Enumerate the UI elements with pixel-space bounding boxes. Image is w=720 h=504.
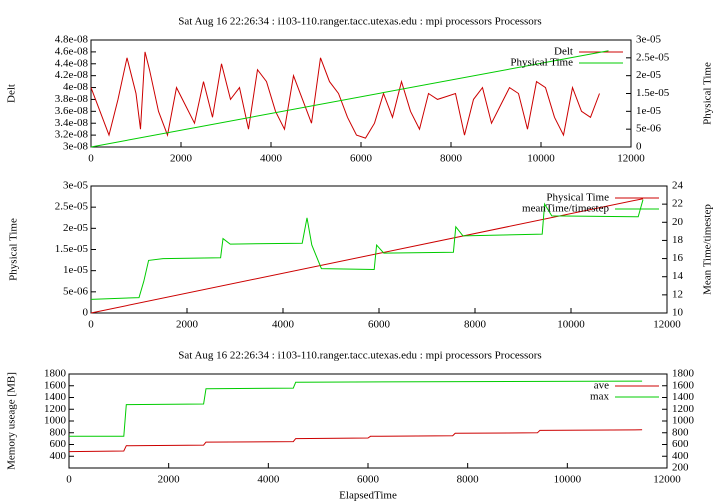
y2-tick-label: 1.5e-05 xyxy=(636,87,670,99)
y-tick-label: 3.6e-08 xyxy=(55,105,89,117)
y-tick-label: 1400 xyxy=(44,391,67,403)
y2-tick-label: 18 xyxy=(672,234,684,246)
y2-tick-label: 0 xyxy=(636,141,642,153)
y-axis-label: Delt xyxy=(6,84,18,103)
x-tick-label: 2000 xyxy=(170,153,193,165)
y-tick-label: 400 xyxy=(50,450,67,462)
x-tick-label: 2000 xyxy=(158,474,181,486)
chart-title: Sat Aug 16 22:26:34 : i103-110.ranger.ta… xyxy=(178,16,541,28)
x-tick-label: 4000 xyxy=(257,474,280,486)
y2-tick-label: 1600 xyxy=(672,379,695,391)
legend-label: Delt xyxy=(554,46,573,58)
legend-label: Physical Time xyxy=(546,192,609,204)
y-tick-label: 4.4e-08 xyxy=(55,57,89,69)
x-tick-label: 12000 xyxy=(617,153,645,165)
y-tick-label: 3e-08 xyxy=(63,141,89,153)
y-tick-label: 1800 xyxy=(44,368,67,380)
y2-tick-label: 22 xyxy=(672,198,683,210)
x-tick-label: 12000 xyxy=(653,319,681,331)
y-tick-label: 3.8e-08 xyxy=(55,93,89,105)
x-tick-label: 2000 xyxy=(176,319,199,331)
x-tick-label: 4000 xyxy=(272,319,295,331)
x-axis-label: ElapsedTime xyxy=(339,490,397,502)
plot-frame xyxy=(68,373,668,469)
y2-tick-label: 400 xyxy=(672,450,689,462)
y-tick-label: 1e-05 xyxy=(63,264,89,276)
series-line xyxy=(90,198,644,314)
legend-label: max xyxy=(590,391,609,403)
y-tick-label: 3e-05 xyxy=(63,180,89,192)
y2-tick-label: 1800 xyxy=(672,368,695,380)
x-tick-label: 12000 xyxy=(653,474,681,486)
y-tick-label: 0 xyxy=(83,307,89,319)
y2-tick-label: 2e-05 xyxy=(636,69,662,81)
y2-tick-label: 3e-05 xyxy=(636,34,662,46)
y-tick-label: 1.5e-05 xyxy=(55,243,89,255)
y-tick-label: 4.2e-08 xyxy=(55,69,89,81)
y-tick-label: 3.2e-08 xyxy=(55,129,89,141)
y2-tick-label: 14 xyxy=(672,270,684,282)
legend-label: Physical Time xyxy=(510,57,573,69)
y-axis-label: Memory useage [MB] xyxy=(6,372,18,470)
series-line xyxy=(69,380,643,437)
x-tick-label: 10000 xyxy=(557,319,585,331)
y2-tick-label: 1000 xyxy=(672,415,695,427)
y2-axis-label: Physical Time xyxy=(702,62,714,125)
y2-tick-label: 10 xyxy=(672,307,684,319)
y2-tick-label: 600 xyxy=(672,438,689,450)
x-tick-label: 6000 xyxy=(368,319,391,331)
y-tick-label: 1200 xyxy=(44,403,67,415)
x-tick-label: 0 xyxy=(66,474,72,486)
legend-label: ave xyxy=(594,380,609,392)
y2-tick-label: 24 xyxy=(672,180,684,192)
x-tick-label: 6000 xyxy=(350,153,373,165)
series-line xyxy=(90,199,644,300)
series-line xyxy=(90,51,600,139)
x-tick-label: 0 xyxy=(88,319,94,331)
y2-tick-label: 800 xyxy=(672,426,689,438)
y2-tick-label: 1200 xyxy=(672,403,695,415)
y2-tick-label: 20 xyxy=(672,216,684,228)
y2-tick-label: 12 xyxy=(672,288,683,300)
x-tick-label: 4000 xyxy=(260,153,283,165)
y-tick-label: 4.8e-08 xyxy=(55,34,89,46)
x-tick-label: 8000 xyxy=(464,319,487,331)
x-tick-label: 6000 xyxy=(357,474,380,486)
x-tick-label: 8000 xyxy=(440,153,463,165)
y2-tick-label: 5e-06 xyxy=(636,123,662,135)
x-tick-label: 10000 xyxy=(527,153,555,165)
y-tick-label: 800 xyxy=(50,426,67,438)
x-tick-label: 8000 xyxy=(457,474,480,486)
y-axis-label: Physical Time xyxy=(8,218,20,281)
y2-axis-label: Mean Time/timestep xyxy=(702,204,714,295)
y2-tick-label: 1e-05 xyxy=(636,105,662,117)
y2-tick-label: 1400 xyxy=(672,391,695,403)
chart-title: Sat Aug 16 22:26:34 : i103-110.ranger.ta… xyxy=(178,350,541,362)
y2-tick-label: 2.5e-05 xyxy=(636,51,670,63)
y-tick-label: 5e-06 xyxy=(63,285,89,297)
y-tick-label: 1000 xyxy=(44,415,67,427)
y-tick-label: 3.4e-08 xyxy=(55,117,89,129)
y-tick-label: 4.6e-08 xyxy=(55,45,89,57)
series-line xyxy=(90,50,609,148)
y-tick-label: 600 xyxy=(50,438,67,450)
series-line xyxy=(68,429,643,453)
y2-tick-label: 200 xyxy=(672,462,689,474)
y-tick-label: 1600 xyxy=(44,379,67,391)
y-tick-label: 2e-05 xyxy=(63,222,89,234)
x-tick-label: 0 xyxy=(88,153,94,165)
y-tick-label: 2.5e-05 xyxy=(55,201,89,213)
y-tick-label: 4e-08 xyxy=(63,81,89,93)
x-tick-label: 10000 xyxy=(554,474,582,486)
y2-tick-label: 16 xyxy=(672,252,684,264)
legend-label: meanTime/timestep xyxy=(522,203,609,215)
